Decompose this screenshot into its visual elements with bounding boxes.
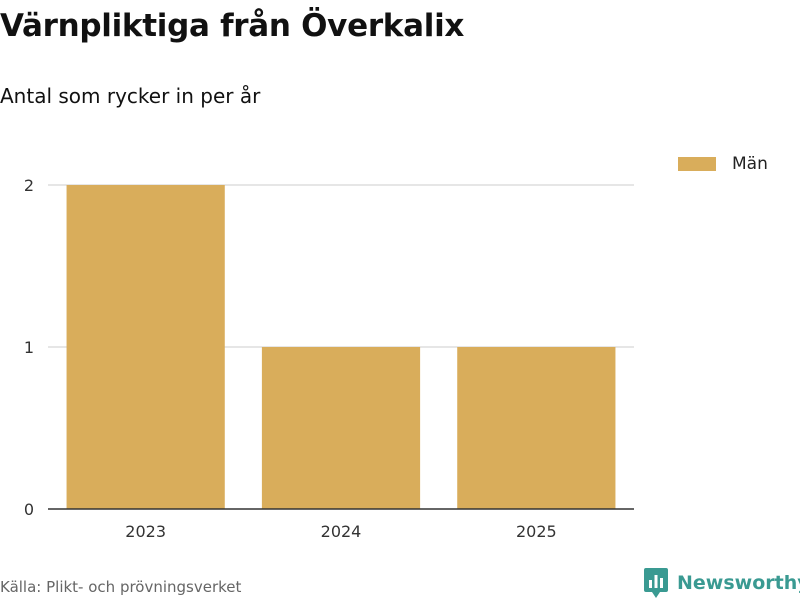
brand-name: Newsworthy bbox=[677, 572, 800, 594]
newsworthy-logo-icon bbox=[644, 568, 668, 598]
y-tick-label: 0 bbox=[24, 500, 34, 519]
chart-subtitle: Antal som rycker in per år bbox=[0, 84, 261, 108]
bar bbox=[261, 347, 421, 509]
x-tick-label: 2025 bbox=[516, 522, 557, 541]
bar bbox=[66, 185, 225, 509]
legend: Män bbox=[678, 154, 768, 174]
brand[interactable]: Newsworthy bbox=[644, 568, 800, 598]
chart-title: Värnpliktiga från Överkalix bbox=[0, 8, 465, 44]
legend-swatch bbox=[678, 157, 716, 171]
x-tick-label: 2024 bbox=[321, 522, 362, 541]
bar-chart: 0 1 2 2023 2024 2025 bbox=[24, 176, 634, 541]
bar bbox=[457, 347, 616, 509]
y-tick-label: 2 bbox=[24, 176, 34, 195]
y-tick-label: 1 bbox=[24, 338, 34, 357]
source-note: Källa: Plikt- och prövningsverket bbox=[0, 578, 242, 596]
legend-label: Män bbox=[732, 154, 768, 174]
x-tick-label: 2023 bbox=[125, 522, 166, 541]
